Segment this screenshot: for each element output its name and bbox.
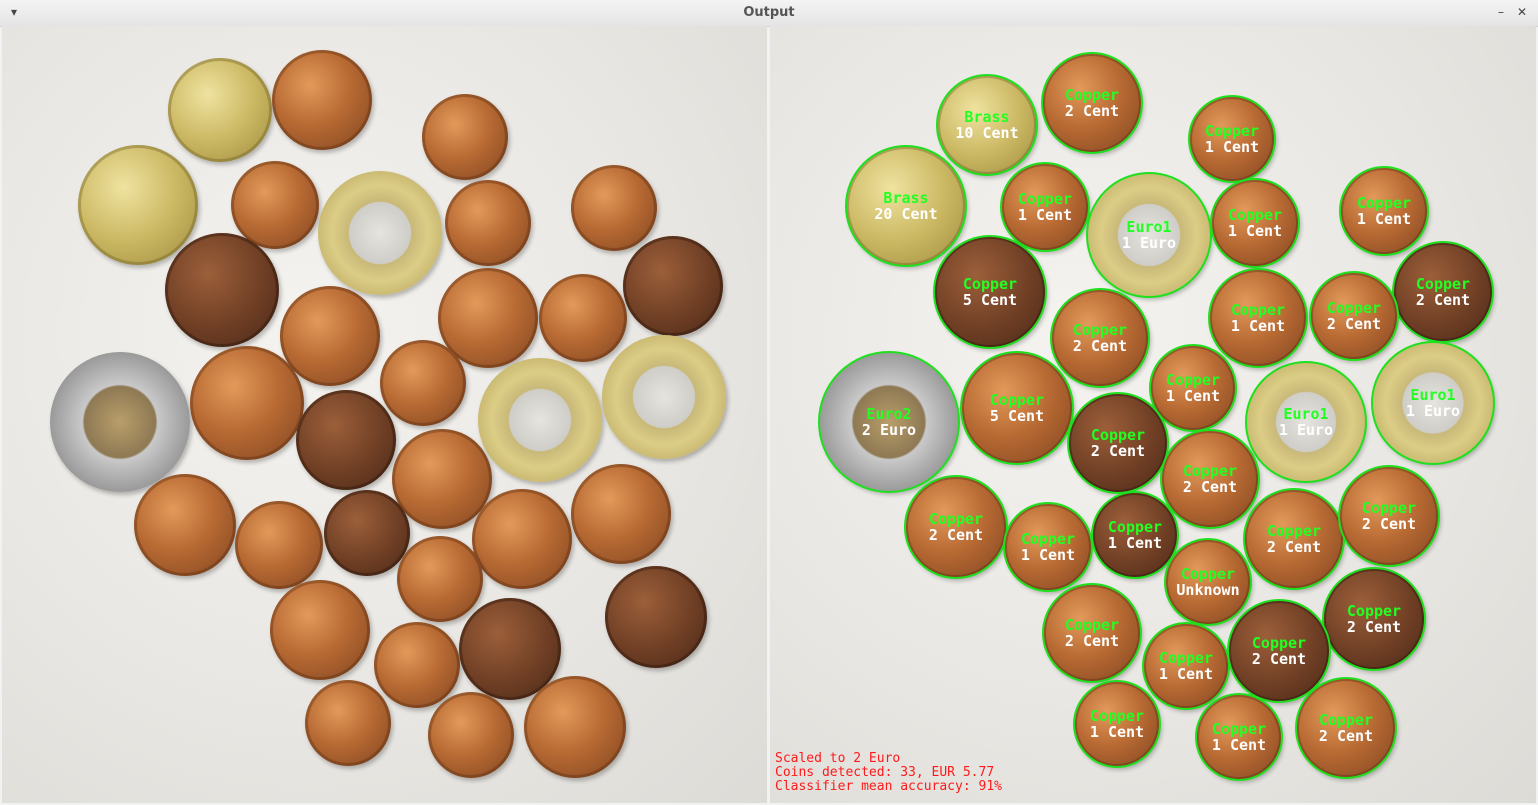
coin-photo	[324, 490, 410, 576]
coin-photo	[478, 358, 602, 482]
coin-detection-ring	[1067, 392, 1169, 494]
coin-detection-ring	[1073, 680, 1161, 768]
coin-detection-ring	[1164, 538, 1252, 626]
coin-photo	[380, 340, 466, 426]
coin-detection-ring	[1041, 52, 1143, 154]
coin-detection-ring	[1091, 491, 1179, 579]
coin-detection-ring	[1210, 178, 1300, 268]
coin-photo	[318, 171, 442, 295]
coin-detection-ring	[1000, 162, 1090, 252]
coin-detection-ring	[1142, 622, 1230, 710]
coin-detection-ring	[904, 475, 1008, 579]
coin-detection-ring	[960, 351, 1074, 465]
coin-detection-ring	[1338, 465, 1440, 567]
coin-detection-ring	[1309, 271, 1399, 361]
coin-detection-ring	[1003, 502, 1093, 592]
coin-detection-ring	[1339, 166, 1429, 256]
coin-detection-ring	[1042, 583, 1142, 683]
coin-photo	[272, 50, 372, 150]
coin-detection-ring	[1050, 288, 1150, 388]
coin-detection-ring	[1245, 361, 1367, 483]
window-menu-icon[interactable]: ▾	[10, 5, 18, 19]
title-bar[interactable]: ▾ Output – ✕	[0, 0, 1538, 27]
coin-detection-ring	[1227, 599, 1331, 703]
minimize-icon[interactable]: –	[1498, 5, 1504, 19]
coin-photo	[459, 598, 561, 700]
coin-photo	[270, 580, 370, 680]
status-coins-text: Coins detected: 33, EUR 5.77	[775, 765, 995, 780]
coin-detection-ring	[936, 74, 1038, 176]
coin-photo	[602, 335, 726, 459]
coin-detection-ring	[1243, 488, 1345, 590]
coin-detection-ring	[1160, 429, 1260, 529]
coin-photo	[472, 489, 572, 589]
coin-detection-ring	[818, 351, 960, 493]
coin-photo	[392, 429, 492, 529]
coin-photo	[78, 145, 198, 265]
coin-photo	[168, 58, 272, 162]
coin-detection-ring	[1322, 567, 1426, 671]
original-image-panel	[2, 26, 767, 803]
coin-photo	[134, 474, 236, 576]
coin-detection-ring	[1208, 268, 1308, 368]
coin-photo	[305, 680, 391, 766]
coin-detection-ring	[845, 145, 967, 267]
coin-detection-ring	[1295, 677, 1397, 779]
coin-photo	[428, 692, 514, 778]
close-icon[interactable]: ✕	[1516, 5, 1528, 19]
coin-photo	[445, 180, 531, 266]
coin-photo	[571, 165, 657, 251]
coin-photo	[438, 268, 538, 368]
coin-photo	[235, 501, 323, 589]
coin-photo	[231, 161, 319, 249]
coin-photo	[50, 352, 190, 492]
coin-photo	[190, 346, 304, 460]
coin-detection-ring	[1188, 95, 1276, 183]
coin-photo	[524, 676, 626, 778]
coin-photo	[165, 233, 279, 347]
coin-photo	[296, 390, 396, 490]
coin-photo	[623, 236, 723, 336]
coin-photo	[280, 286, 380, 386]
coin-detection-ring	[933, 235, 1047, 349]
coin-detection-ring	[1371, 341, 1495, 465]
annotated-image-panel: Brass 10 Cent Copper 2 Cent Copper 1 Cent Bras…	[770, 26, 1536, 803]
coin-photo	[374, 622, 460, 708]
coin-photo	[422, 94, 508, 180]
coin-photo	[539, 274, 627, 362]
window-title: Output	[743, 5, 795, 20]
status-accuracy-text: Classifier mean accuracy: 91%	[775, 779, 1002, 794]
coin-detection-ring	[1195, 693, 1283, 781]
coin-detection-ring	[1086, 172, 1212, 298]
coin-detection-ring	[1392, 241, 1494, 343]
coin-photo	[605, 566, 707, 668]
coin-photo	[397, 536, 483, 622]
status-scale-text: Scaled to 2 Euro	[775, 751, 901, 766]
coin-photo	[571, 464, 671, 564]
